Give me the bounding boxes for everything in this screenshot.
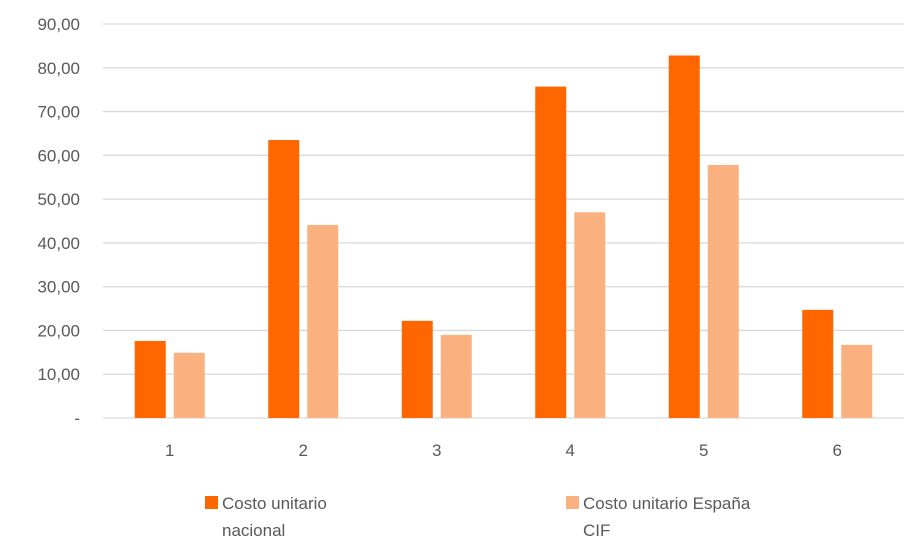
y-tick-label: 90,00 [37, 15, 80, 34]
x-tick-label: 2 [299, 441, 308, 460]
legend-label: CIF [583, 521, 610, 540]
bar [535, 86, 567, 418]
bar [668, 55, 700, 419]
x-axis-ticks: 1 2 3 4 5 6 [165, 441, 842, 460]
legend-label: Costo unitario [222, 494, 327, 513]
y-tick-label: 50,00 [37, 190, 80, 209]
legend-swatch [566, 496, 579, 509]
bars [134, 55, 873, 419]
y-axis-ticks: - 10,00 20,00 30,00 40,00 50,00 60,00 70,00 80,0… [37, 15, 80, 428]
bar [841, 344, 873, 418]
y-tick-label: 70,00 [37, 103, 80, 122]
x-tick-label: 3 [432, 441, 441, 460]
y-tick-label: 20,00 [37, 321, 80, 340]
legend-swatch [205, 496, 218, 509]
x-tick-label: 6 [833, 441, 842, 460]
bar [173, 352, 205, 418]
legend: Costo unitario nacional Costo unitario Esp… [205, 494, 751, 540]
bar [268, 140, 300, 418]
gridlines [103, 23, 904, 419]
legend-label: Costo unitario España [583, 494, 751, 513]
bar [707, 164, 739, 418]
y-tick-label: 80,00 [37, 59, 80, 78]
bar [574, 212, 606, 418]
bar [802, 309, 834, 418]
bar [134, 340, 166, 418]
x-tick-label: 4 [566, 441, 575, 460]
y-tick-label: 40,00 [37, 234, 80, 253]
x-tick-label: 1 [165, 441, 174, 460]
legend-label: nacional [222, 521, 285, 540]
bar [440, 334, 472, 418]
bar [307, 224, 339, 418]
y-tick-label: 30,00 [37, 278, 80, 297]
y-tick-label: 60,00 [37, 146, 80, 165]
bar [401, 320, 433, 418]
y-tick-label: - [74, 409, 80, 428]
x-tick-label: 5 [699, 441, 708, 460]
y-tick-label: 10,00 [37, 365, 80, 384]
